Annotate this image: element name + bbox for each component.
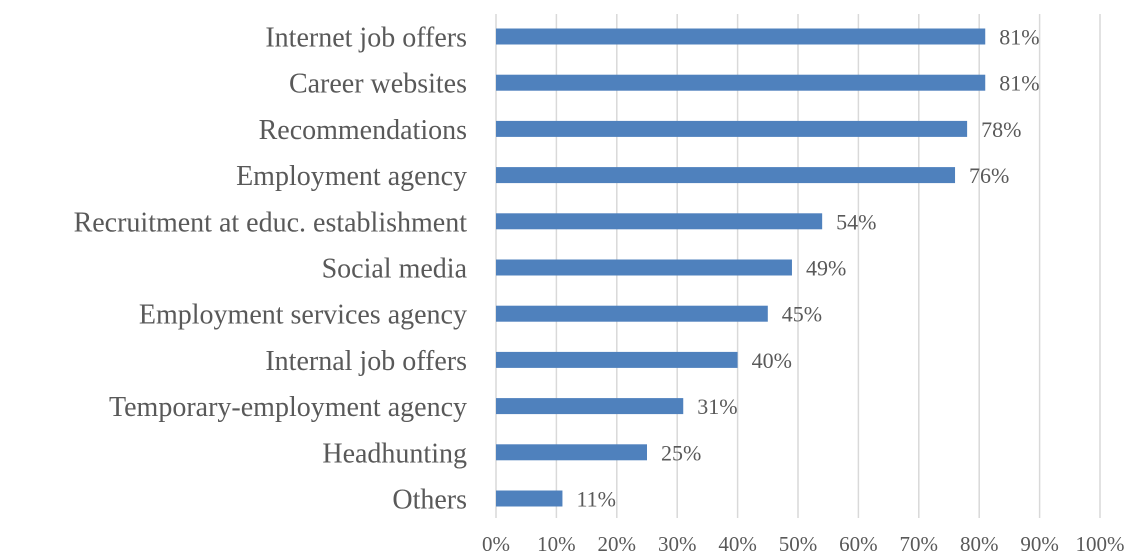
data-label: 78% — [981, 117, 1021, 142]
data-label: 45% — [782, 302, 822, 327]
bar — [496, 398, 684, 415]
category-label: Social media — [322, 254, 468, 285]
bar — [496, 213, 823, 230]
bars — [496, 28, 986, 507]
x-tick-label: 0% — [482, 532, 510, 556]
data-label: 49% — [806, 256, 846, 281]
data-label: 54% — [836, 209, 876, 234]
category-label: Internal job offers — [265, 346, 467, 377]
x-tick-label: 50% — [779, 532, 818, 556]
x-tick-label: 40% — [718, 532, 757, 556]
category-label: Employment agency — [236, 161, 467, 192]
x-tick-label: 10% — [537, 532, 576, 556]
bar — [496, 490, 563, 507]
bar — [496, 167, 956, 184]
category-label: Headhunting — [322, 438, 467, 469]
data-labels: 81% 81% 78% 76% 54% 49% 45% 40% 31% 25% 11% — [576, 25, 1039, 512]
data-label: 25% — [661, 440, 701, 465]
data-label: 76% — [969, 163, 1009, 188]
bar — [496, 444, 647, 461]
data-label: 11% — [576, 487, 616, 512]
x-tick-label: 100% — [1076, 532, 1125, 556]
category-label: Employment services agency — [139, 300, 467, 331]
x-axis-tick-labels: 0% 10% 20% 30% 40% 50% 60% 70% 80% 90% 100% — [482, 532, 1125, 556]
x-tick-label: 20% — [598, 532, 637, 556]
x-tick-label: 90% — [1020, 532, 1059, 556]
category-label: Recruitment at educ. establishment — [74, 207, 468, 238]
x-tick-label: 30% — [658, 532, 697, 556]
data-label: 40% — [752, 348, 792, 373]
x-tick-label: 70% — [900, 532, 939, 556]
bar — [496, 305, 768, 322]
data-label: 81% — [999, 25, 1039, 50]
category-labels: Internet job offers Career websites Recomm… — [74, 23, 468, 516]
data-label: 81% — [999, 71, 1039, 96]
data-label: 31% — [697, 394, 737, 419]
bar — [496, 120, 968, 137]
category-label: Recommendations — [259, 115, 467, 146]
x-tick-label: 80% — [960, 532, 999, 556]
category-label: Temporary-employment agency — [109, 392, 467, 423]
x-tick-label: 60% — [839, 532, 878, 556]
category-label: Internet job offers — [265, 23, 467, 54]
bar — [496, 351, 738, 368]
bar — [496, 259, 792, 276]
bar — [496, 28, 986, 45]
category-label: Career websites — [289, 69, 467, 100]
category-label: Others — [392, 485, 467, 516]
bar — [496, 74, 986, 91]
